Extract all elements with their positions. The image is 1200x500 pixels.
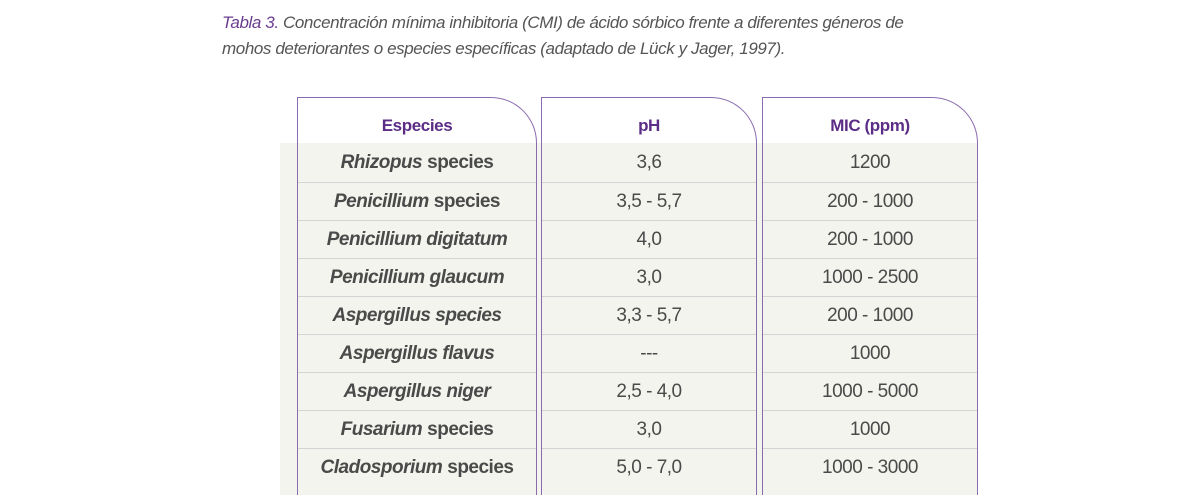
species-suffix: species [427,152,494,173]
species-suffix: species [447,457,514,478]
species-cell: Penicillium glaucum [298,258,536,297]
mic-header: MIC (ppm) [830,116,910,135]
table-caption: Tabla 3. Concentración mínima inhibitori… [222,10,942,62]
species-name: Penicillium digitatum [326,229,508,250]
species-name: Aspergillus species [332,305,502,326]
mic-cell: 200 - 1000 [763,220,977,259]
ph-cell: 2,5 - 4,0 [542,372,756,411]
species-cell: Aspergillus species [298,296,536,335]
species-name: Cladosporium [320,457,443,478]
ph-header: pH [638,116,660,135]
ph-column: pH 3,6 3,5 - 5,7 4,0 3,0 3,3 - 5,7 --- 2,5 - 4… [541,97,757,495]
mic-column: MIC (ppm) 1200 200 - 1000 200 - 1000 1000 -… [762,97,978,495]
mic-cell: 1000 [763,410,977,449]
caption-line-1: Concentración mínima inhibitoria (CMI) d… [278,13,904,32]
table-body-background [280,143,978,495]
species-header: Especies [381,116,453,135]
species-cell: Penicillium species [298,182,536,221]
species-cell: Rhizopus species [298,144,536,182]
species-cell: Aspergillus flavus [298,334,536,373]
species-cell: Cladosporium species [298,448,536,487]
mic-cell: 200 - 1000 [763,182,977,221]
species-suffix: species [427,419,494,440]
species-name: Penicillium glaucum [329,267,505,288]
species-cell: Fusarium species [298,410,536,449]
ph-cell: 3,5 - 5,7 [542,182,756,221]
mic-cell: 1200 [849,152,891,173]
species-name: Fusarium [340,419,423,440]
species-suffix: species [433,191,501,212]
caption-label: Tabla 3. [222,13,279,32]
mic-cell: 200 - 1000 [763,296,977,335]
ph-cell: 4,0 [542,220,756,259]
mic-cell: 1000 [763,334,977,373]
mic-cell: 1000 - 5000 [763,372,977,411]
mic-cell: 1000 - 2500 [763,258,977,297]
ph-cell: --- [542,334,756,373]
species-name: Aspergillus niger [343,381,491,402]
ph-cell: 5,0 - 7,0 [542,448,756,487]
species-name: Aspergillus flavus [339,343,495,364]
species-cell: Aspergillus niger [298,372,536,411]
species-column: Especies Rhizopus species Penicillium speci… [297,97,537,495]
species-name: Rhizopus [340,152,423,173]
species-cell: Penicillium digitatum [298,220,536,259]
ph-cell: 3,6 [636,152,662,173]
mic-cell: 1000 - 3000 [763,448,977,487]
ph-cell: 3,0 [542,410,756,449]
ph-cell: 3,3 - 5,7 [542,296,756,335]
caption-line-2: mohos deteriorantes o especies específic… [222,39,786,58]
ph-cell: 3,0 [542,258,756,297]
species-name: Penicillium [333,191,429,212]
